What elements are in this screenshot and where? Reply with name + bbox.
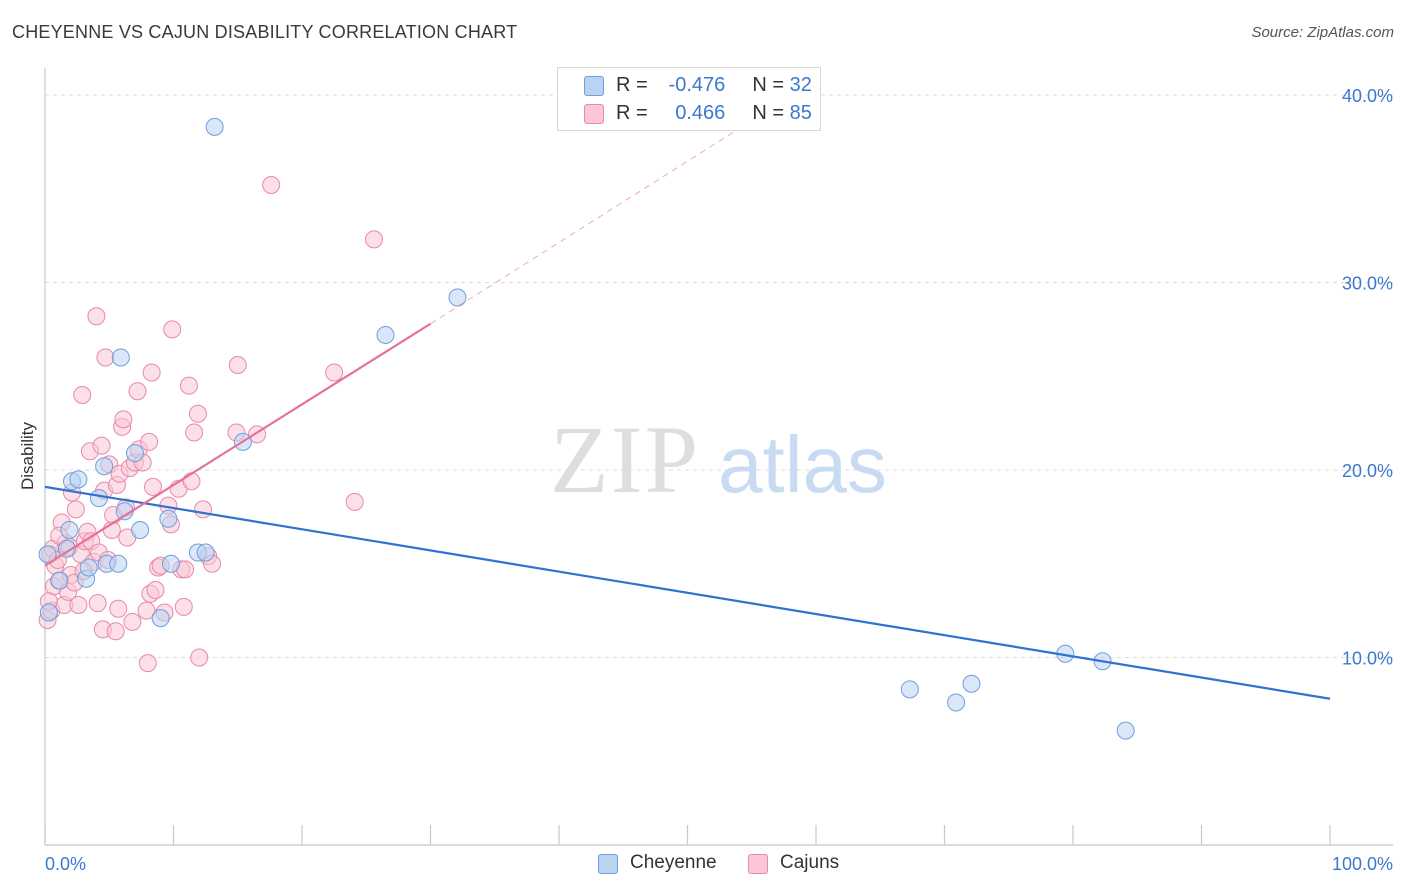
cheyenne-point [50,571,69,590]
cheyenne-point [39,603,58,622]
cajun-point [128,382,147,401]
watermark-zip: ZIP [550,406,700,513]
cajun-point [73,386,92,404]
r-value-cajuns: 0.466 [675,102,726,124]
cajun-point [66,500,85,519]
cajun-point [146,581,165,599]
cheyenne-point [1116,721,1135,740]
legend-text-cajuns: R = 0.466 N = 85 [616,102,812,125]
cheyenne-points [38,117,1135,740]
x-tick-label: 0.0% [45,854,86,874]
r-label: R = [616,102,648,124]
cajun-point [92,436,111,455]
watermark: ZIP atlas [550,406,887,513]
cajun-point [182,472,201,491]
cheyenne-point [448,288,467,307]
cajun-point [179,376,198,395]
cheyenne-point [79,558,98,577]
cheyenne-point [376,326,395,344]
n-label: N = [752,74,785,96]
cajun-point [185,423,204,442]
watermark-atlas: atlas [718,420,887,509]
r-value-cheyenne: -0.476 [668,74,726,96]
y-tick-label: 20.0% [1342,461,1393,481]
cajuns-legend-swatch [748,854,768,874]
cheyenne-point [57,539,76,558]
cajun-point [114,410,133,429]
cheyenne-trend-line [44,485,1331,700]
cajun-point [345,492,364,511]
cajun-point [194,500,213,519]
cheyenne-swatch [584,76,604,96]
cajun-point [174,597,193,616]
cajun-point [96,348,115,367]
cajun-point [364,230,383,249]
y-tick-labels: 10.0% 20.0% 30.0% 40.0% [1342,86,1393,669]
cajun-point [138,654,157,673]
legend-row-cheyenne: R = -0.476 N = 32 [558,72,820,100]
grid-lines [45,94,1393,658]
cajun-trend-line [44,322,432,567]
chart-title: CHEYENNE VS CAJUN DISABILITY CORRELATION… [12,22,518,42]
cheyenne-point [111,348,130,367]
x-tick-labels: 0.0% 100.0% [45,854,1393,874]
cajuns-legend-label: Cajuns [780,852,840,873]
source-label: Source: ZipAtlas.com [1251,24,1394,41]
cheyenne-point [196,543,215,562]
legend-text-cheyenne: R = -0.476 N = 32 [616,74,812,97]
cajun-trend-extension [430,128,740,325]
cajun-point [325,363,344,382]
cajun-point [262,176,281,194]
trend-lines [44,128,1331,700]
cajun-point [188,404,207,423]
x-ticks [44,825,1331,845]
cheyenne-point [109,554,128,573]
cajun-points [38,176,383,673]
cheyenne-point [125,444,144,463]
cajun-point [143,477,162,496]
cheyenne-point [947,693,966,712]
y-axis-label: Disability [18,421,37,490]
cheyenne-point [161,554,180,573]
cajun-point [123,612,142,631]
cajun-point [88,594,107,613]
cheyenne-point [151,609,170,628]
cheyenne-point [131,521,150,539]
cajun-point [137,601,156,620]
y-tick-label: 40.0% [1342,86,1393,106]
n-value-cajuns: 85 [789,102,812,124]
cajun-point [106,622,125,641]
cajun-point [69,596,88,614]
n-label: N = [752,102,785,124]
r-label: R = [616,74,648,96]
cajun-point [142,363,161,382]
cheyenne-legend-swatch [598,854,618,874]
cheyenne-point [69,470,88,489]
cheyenne-legend-label: Cheyenne [630,852,717,873]
cajun-point [140,432,159,451]
cajun-point [190,648,209,667]
cajun-point [163,320,182,339]
stats-legend: R = -0.476 N = 32 R = 0.466 N = 85 [557,67,821,131]
cajun-point [109,599,128,618]
y-tick-label: 10.0% [1342,649,1393,669]
n-value-cheyenne: 32 [789,74,812,96]
cajun-point [228,356,247,374]
cajuns-swatch [584,104,604,124]
cajun-point [87,307,106,326]
cheyenne-point [900,680,919,699]
cheyenne-point [159,509,178,528]
y-tick-label: 30.0% [1342,274,1393,294]
cheyenne-point [60,521,79,539]
axes [44,68,1393,846]
cheyenne-point [89,489,108,508]
legend-row-cajuns: R = 0.466 N = 85 [558,100,820,128]
cheyenne-point [962,674,981,693]
x-tick-label: 100.0% [1332,854,1393,874]
cheyenne-point [205,117,224,136]
cheyenne-point [95,457,114,476]
